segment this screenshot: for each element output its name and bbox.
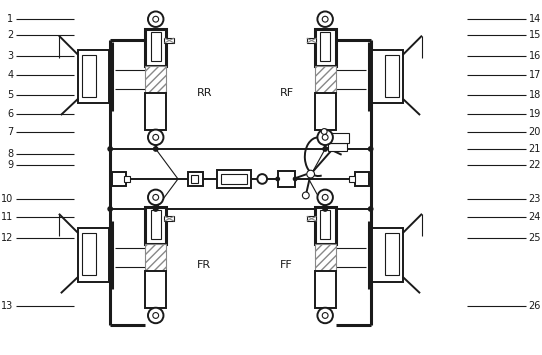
Text: 6: 6 xyxy=(7,109,14,119)
Bar xyxy=(221,174,247,184)
Bar xyxy=(314,93,336,130)
Text: FF: FF xyxy=(280,260,292,270)
Circle shape xyxy=(153,312,159,318)
Circle shape xyxy=(318,190,333,205)
Text: 19: 19 xyxy=(528,109,541,119)
Bar xyxy=(145,93,166,130)
Bar xyxy=(320,32,330,61)
Bar xyxy=(112,172,126,186)
Text: 21: 21 xyxy=(528,144,541,154)
Bar xyxy=(372,50,403,103)
Bar xyxy=(191,175,198,183)
Bar xyxy=(314,66,336,93)
Bar xyxy=(314,207,336,244)
Circle shape xyxy=(322,146,328,152)
Text: 20: 20 xyxy=(528,126,541,137)
Bar xyxy=(314,244,336,271)
Bar xyxy=(145,29,166,66)
Bar xyxy=(385,233,399,275)
Circle shape xyxy=(153,146,159,152)
Text: FR: FR xyxy=(197,260,211,270)
Bar xyxy=(217,170,250,188)
Circle shape xyxy=(148,308,164,323)
Bar xyxy=(355,172,369,186)
Bar xyxy=(320,210,330,239)
Bar xyxy=(350,176,355,182)
Bar xyxy=(188,172,203,186)
Bar xyxy=(78,228,109,282)
Circle shape xyxy=(153,135,159,140)
Bar xyxy=(322,133,350,143)
Text: RR: RR xyxy=(197,88,213,98)
Text: 23: 23 xyxy=(528,194,541,204)
Text: 15: 15 xyxy=(528,30,541,40)
Bar xyxy=(78,50,109,103)
Text: 13: 13 xyxy=(1,301,14,311)
Bar xyxy=(314,29,336,66)
Bar xyxy=(314,271,336,308)
Bar xyxy=(145,271,166,308)
Text: 12: 12 xyxy=(1,233,14,243)
Circle shape xyxy=(107,206,113,212)
Text: 26: 26 xyxy=(528,301,541,311)
Text: 9: 9 xyxy=(7,160,14,170)
Text: 18: 18 xyxy=(528,90,541,100)
Bar xyxy=(164,216,174,221)
Text: 22: 22 xyxy=(528,160,541,170)
Text: 17: 17 xyxy=(528,70,541,80)
Circle shape xyxy=(322,312,328,318)
Bar xyxy=(164,38,174,43)
Text: 24: 24 xyxy=(528,212,541,222)
Bar xyxy=(278,171,295,187)
Bar xyxy=(145,207,166,244)
Circle shape xyxy=(368,146,373,152)
Bar xyxy=(385,55,399,97)
Circle shape xyxy=(322,135,328,140)
Bar xyxy=(145,66,166,93)
Bar xyxy=(307,38,317,43)
Circle shape xyxy=(148,130,164,145)
Text: 4: 4 xyxy=(7,70,14,80)
Text: 11: 11 xyxy=(1,212,14,222)
Circle shape xyxy=(107,146,113,152)
Text: 8: 8 xyxy=(7,149,14,159)
Circle shape xyxy=(368,206,373,212)
Text: 7: 7 xyxy=(7,126,14,137)
Circle shape xyxy=(153,206,159,212)
Text: 3: 3 xyxy=(7,51,14,61)
Text: 10: 10 xyxy=(1,194,14,204)
Text: RF: RF xyxy=(280,88,294,98)
Bar xyxy=(307,216,317,221)
Bar xyxy=(145,244,166,271)
Text: 14: 14 xyxy=(528,14,541,24)
Bar xyxy=(328,143,347,151)
Circle shape xyxy=(318,130,333,145)
Circle shape xyxy=(275,176,280,181)
Circle shape xyxy=(148,11,164,27)
Circle shape xyxy=(318,11,333,27)
Circle shape xyxy=(148,190,164,205)
Bar xyxy=(124,176,130,182)
Bar xyxy=(151,210,160,239)
Circle shape xyxy=(293,176,298,181)
Bar xyxy=(82,233,96,275)
Bar xyxy=(372,228,403,282)
Circle shape xyxy=(322,195,328,200)
Circle shape xyxy=(302,192,309,199)
Text: 1: 1 xyxy=(7,14,14,24)
Circle shape xyxy=(153,195,159,200)
Text: 25: 25 xyxy=(528,233,541,243)
Text: 16: 16 xyxy=(528,51,541,61)
Circle shape xyxy=(257,174,267,184)
Circle shape xyxy=(318,308,333,323)
Text: 5: 5 xyxy=(7,90,14,100)
Bar xyxy=(151,32,160,61)
Bar xyxy=(82,55,96,97)
Circle shape xyxy=(322,16,328,22)
Circle shape xyxy=(322,206,328,212)
Text: 2: 2 xyxy=(7,30,14,40)
Circle shape xyxy=(321,129,327,135)
Circle shape xyxy=(153,16,159,22)
Circle shape xyxy=(307,170,314,178)
